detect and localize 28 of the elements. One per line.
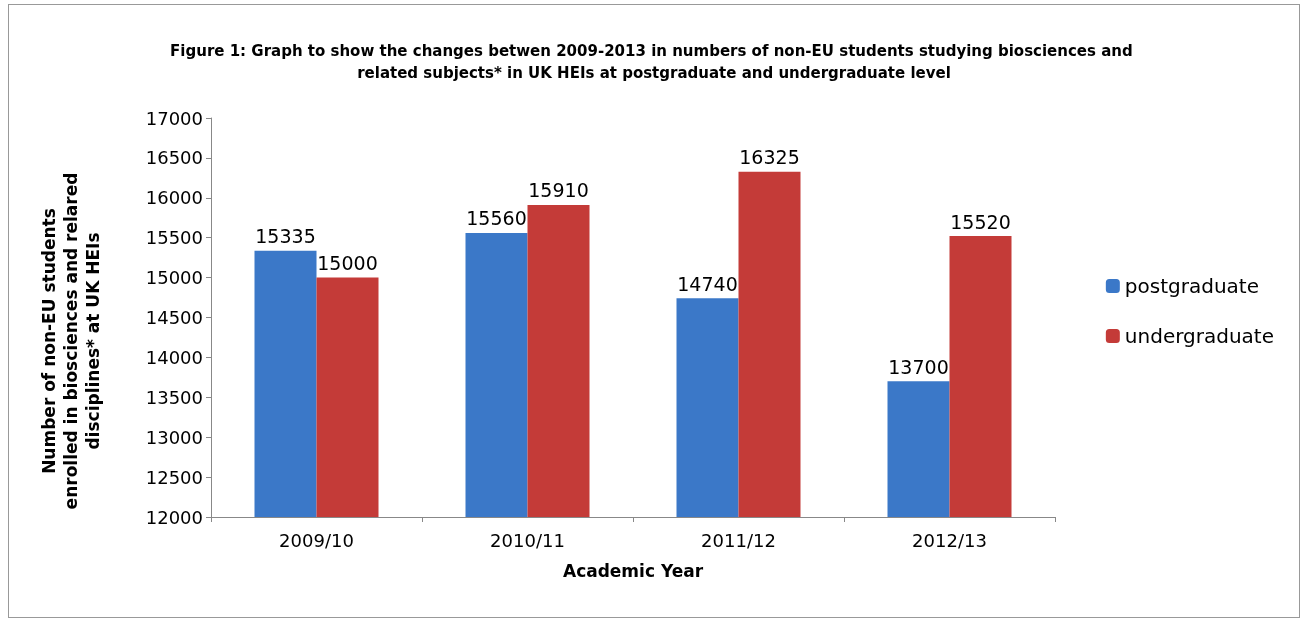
x-axis-title: Academic Year	[562, 560, 704, 581]
chart-title: Figure 1: Graph to show the changes betwen 2009-2013 in numbers of non-EU students studying biosciences and related subjects* in UK HEIs at postgraduate and undergraduate level	[170, 42, 1138, 82]
y-tick-label: 17000	[145, 107, 203, 129]
data-label: 13700	[888, 355, 949, 378]
x-tick-label: 2010/11	[490, 529, 565, 551]
y-tick-label: 16000	[145, 187, 203, 209]
legend-label: undergraduate	[1124, 324, 1274, 348]
legend-label: postgraduate	[1124, 274, 1259, 298]
data-label: 15000	[317, 252, 378, 275]
y-tick-label: 14000	[145, 346, 203, 368]
x-tick-label: 2009/10	[279, 529, 354, 551]
data-label: 15910	[528, 179, 589, 202]
y-tick-label: 15000	[145, 267, 203, 289]
x-tick-label: 2012/13	[912, 529, 987, 551]
y-tick-label: 12500	[145, 466, 203, 488]
y-axis-title: Number of non-EU students enrolled in biosciences and relared disciplines* at UK HEIs	[38, 171, 104, 511]
y-tick-label: 16500	[145, 147, 203, 169]
y-tick-label: 14500	[145, 307, 203, 328]
data-label: 15520	[950, 210, 1011, 233]
data-label: 14740	[677, 272, 738, 295]
y-tick-label: 13500	[145, 386, 203, 408]
data-label: 15335	[255, 225, 316, 248]
y-tick-label: 15500	[145, 227, 203, 249]
data-label: 15560	[466, 207, 527, 230]
y-tick-label: 13000	[145, 426, 203, 448]
x-tick-label: 2011/12	[701, 529, 776, 551]
y-tick-label: 12000	[145, 506, 203, 528]
data-label: 16325	[739, 146, 800, 169]
